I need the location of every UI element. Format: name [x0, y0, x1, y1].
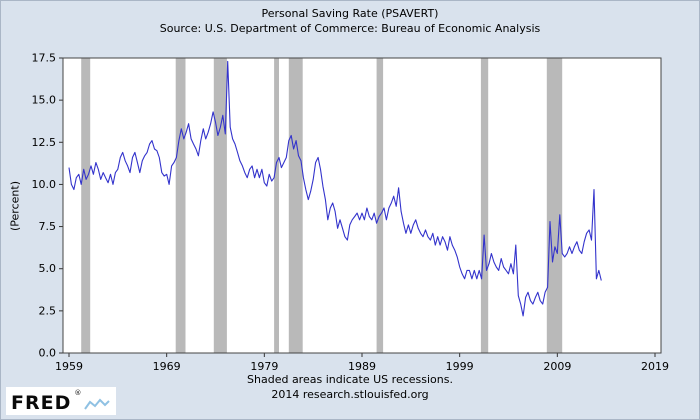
x-tick-label: 1999 — [446, 360, 474, 373]
data-series-line — [68, 60, 602, 317]
source-credit: 2014 research.stlouisfed.org — [271, 388, 429, 401]
recession-band — [175, 58, 186, 353]
plot-frame — [62, 57, 662, 354]
y-axis-title: (Percent) — [8, 181, 22, 231]
recession-note: Shaded areas indicate US recessions. — [247, 373, 453, 386]
x-tick-label: 2009 — [543, 360, 571, 373]
recession-band — [213, 58, 227, 353]
registered-trademark-icon: ® — [74, 389, 82, 397]
fred-sparkline-icon — [84, 398, 111, 410]
recession-band — [288, 58, 303, 353]
y-tick-label: 0.0 — [39, 347, 57, 360]
y-tick-label: 15.0 — [32, 94, 57, 107]
fred-logo-text: FRED — [11, 392, 72, 414]
plot-area — [63, 58, 661, 353]
y-tick-label: 17.5 — [32, 52, 57, 65]
chart-title: Personal Saving Rate (PSAVERT) — [261, 7, 439, 20]
chart-subtitle: Source: U.S. Department of Commerce: Bur… — [159, 22, 541, 35]
y-tick-label: 7.5 — [39, 220, 57, 233]
y-tick-label: 5.0 — [39, 262, 57, 275]
x-tick-label: 1979 — [250, 360, 278, 373]
recession-band — [81, 58, 91, 353]
fred-logo[interactable]: FRED ® — [6, 387, 117, 415]
y-tick-label: 12.5 — [32, 136, 57, 149]
x-tick-label: 1959 — [55, 360, 83, 373]
x-tick-label: 2019 — [641, 360, 669, 373]
y-tick-label: 2.5 — [39, 304, 57, 317]
recession-band — [546, 58, 563, 353]
recession-band — [274, 58, 279, 353]
recession-band — [480, 58, 489, 353]
recession-band — [376, 58, 384, 353]
x-tick-label: 1989 — [348, 360, 376, 373]
x-tick-label: 1969 — [153, 360, 181, 373]
y-tick-label: 10.0 — [32, 178, 57, 191]
